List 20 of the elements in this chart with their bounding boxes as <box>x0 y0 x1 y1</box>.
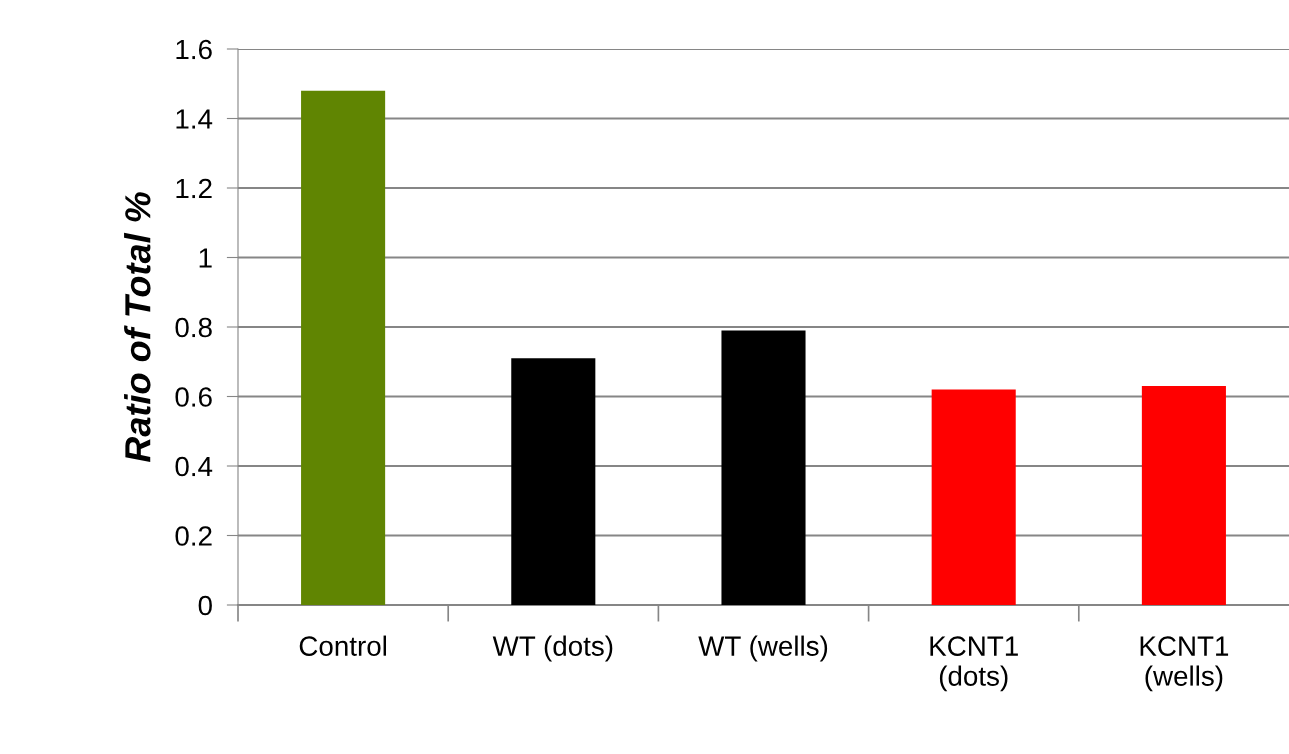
y-tick-label: 0 <box>198 595 212 616</box>
y-tick-label: 1.6 <box>176 39 212 60</box>
y-tick-label: 1 <box>199 248 212 268</box>
y-tick-label: 0.2 <box>175 526 212 546</box>
x-tick-label: KCNT1 (wells) <box>1140 636 1229 692</box>
y-tick-label: 0.8 <box>175 317 212 338</box>
x-tick-label: WT (wells) <box>698 635 828 662</box>
x-tick-label: WT (dots) <box>492 635 613 662</box>
y-tick-label: 1.2 <box>176 178 212 199</box>
x-tick-label: KCNT1 (dots) <box>930 636 1018 692</box>
x-tick-label: Control <box>299 635 387 656</box>
bar <box>511 358 596 605</box>
bar <box>931 389 1016 605</box>
y-tick-label: 0.4 <box>175 456 213 477</box>
bar <box>1141 386 1226 605</box>
y-axis-title: Ratio of Total % <box>124 192 151 463</box>
bar <box>721 330 806 605</box>
y-tick-label: 0.6 <box>175 387 212 407</box>
bar <box>301 90 386 605</box>
y-tick-label: 1.4 <box>176 109 213 129</box>
